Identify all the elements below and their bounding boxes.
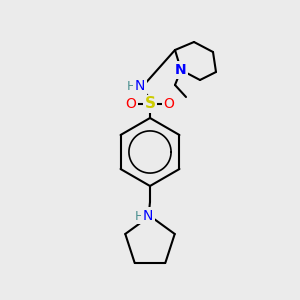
Text: S: S: [145, 97, 155, 112]
Text: H: H: [134, 209, 144, 223]
Text: N: N: [135, 79, 145, 93]
Text: O: O: [126, 97, 136, 111]
Text: H: H: [126, 80, 136, 92]
Text: O: O: [164, 97, 174, 111]
Text: N: N: [175, 63, 187, 77]
Text: N: N: [143, 209, 153, 223]
